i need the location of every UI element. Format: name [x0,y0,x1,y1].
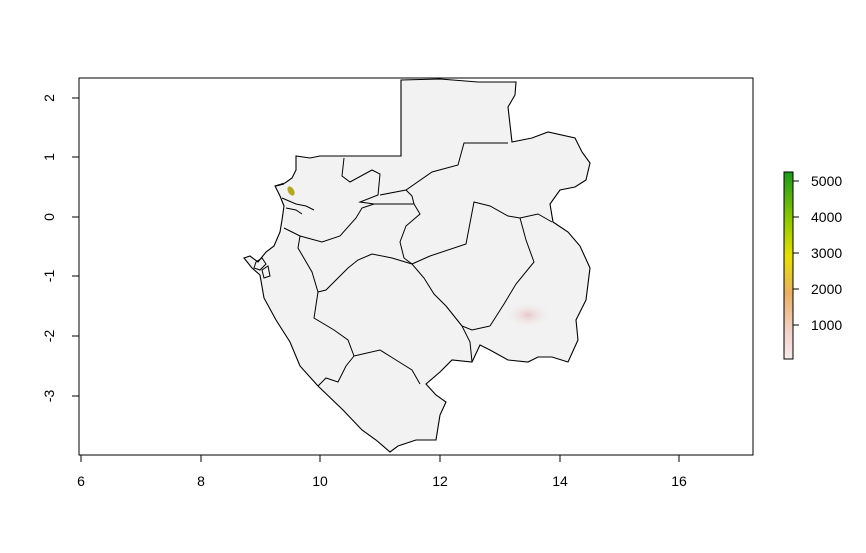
y-axis [72,97,80,397]
coastal-details [253,183,315,279]
x-tick-label: 10 [312,473,328,489]
x-tick-label: 6 [77,473,85,489]
y-tick-label: -3 [41,390,57,403]
legend-colorbar [783,171,794,360]
legend-label: 3000 [811,245,842,261]
legend-label: 4000 [811,209,842,225]
legend-label: 1000 [811,317,842,333]
legend-label: 5000 [811,173,842,189]
x-tick-label: 8 [197,473,205,489]
y-tick-labels: 2 1 0 -1 -2 -3 [41,94,57,402]
hotspot-libreville [287,186,295,196]
x-axis [80,454,680,462]
x-tick-label: 12 [432,473,448,489]
y-tick-label: 0 [41,213,57,221]
legend-label: 2000 [811,281,842,297]
legend-labels: 5000 4000 3000 2000 1000 [811,173,842,333]
x-tick-labels: 6 8 10 12 14 16 [77,473,687,489]
province-borders [283,82,553,387]
country-outline [243,78,591,453]
x-tick-label: 14 [552,473,568,489]
y-tick-label: -1 [41,270,57,283]
x-tick-label: 16 [671,473,687,489]
y-tick-label: 1 [41,153,57,161]
y-tick-label: 2 [41,94,57,102]
hotspot-southeast [504,301,552,329]
y-tick-label: -2 [41,330,57,343]
legend-ticks [793,180,799,326]
